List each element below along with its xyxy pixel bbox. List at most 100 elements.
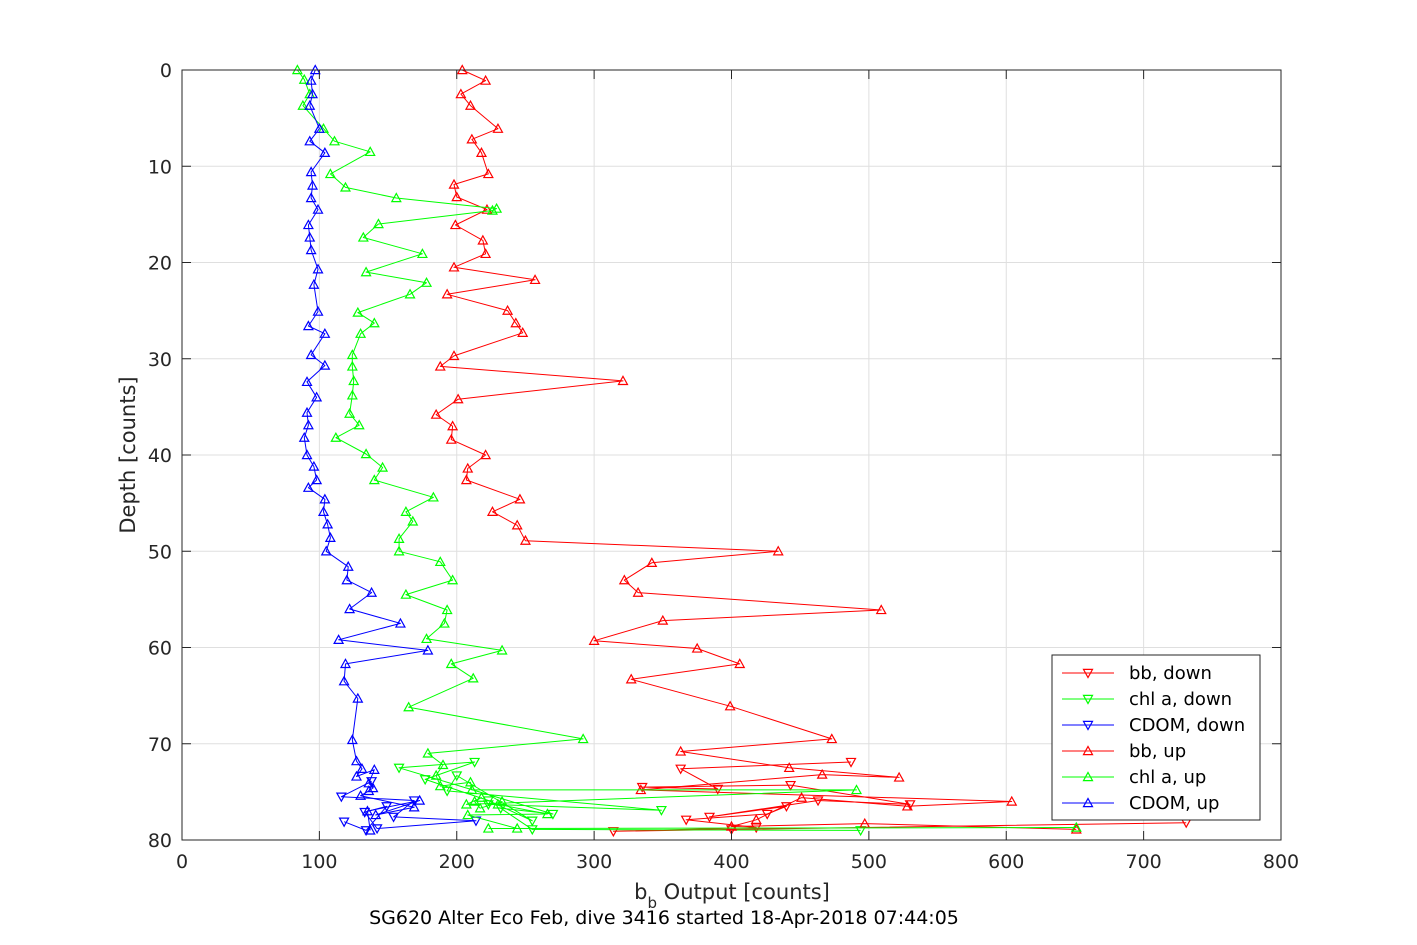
data-point — [462, 809, 474, 820]
data-point — [368, 317, 380, 328]
data-point — [451, 191, 463, 202]
data-point — [393, 533, 405, 543]
data-point — [400, 506, 412, 516]
data-point — [467, 672, 479, 683]
data-point — [308, 460, 320, 471]
data-point — [437, 759, 449, 770]
data-point — [330, 431, 342, 442]
data-point — [427, 491, 439, 502]
data-point — [328, 135, 341, 146]
data-point — [312, 263, 324, 274]
data-point — [350, 770, 362, 781]
data-point — [469, 757, 481, 768]
data-point — [297, 99, 309, 110]
data-point — [313, 122, 325, 133]
data-point — [394, 617, 406, 628]
series-line — [303, 69, 429, 831]
data-point — [480, 248, 492, 259]
data-point — [724, 700, 736, 711]
data-point — [680, 815, 692, 826]
data-point — [441, 604, 453, 615]
data-point — [529, 274, 541, 285]
data-point — [393, 763, 405, 774]
data-point — [319, 327, 331, 338]
data-point — [704, 812, 716, 823]
data-point — [845, 757, 857, 768]
data-point — [324, 168, 336, 179]
data-point — [333, 634, 345, 645]
data-point — [588, 635, 600, 645]
legend-item: chl a, up — [1062, 767, 1206, 788]
data-point — [357, 231, 369, 242]
y-tick-label: 60 — [148, 638, 172, 660]
data-point — [625, 673, 637, 684]
data-point — [338, 817, 350, 828]
data-point — [486, 204, 498, 215]
data-point — [785, 780, 797, 791]
x-tick-label: 500 — [851, 851, 887, 873]
data-point — [355, 327, 367, 338]
data-point — [441, 786, 453, 797]
data-point — [466, 133, 478, 144]
legend-item: CDOM, up — [1062, 793, 1219, 814]
data-point — [344, 407, 356, 418]
data-point — [449, 219, 461, 230]
data-point — [480, 74, 492, 85]
data-point — [441, 288, 453, 299]
data-point — [675, 745, 687, 756]
data-point — [306, 179, 319, 190]
x-axis-label: bb Output [counts] — [634, 880, 830, 912]
data-point — [320, 545, 332, 556]
data-point — [302, 320, 314, 331]
legend-label: CDOM, up — [1129, 793, 1219, 814]
legend-label: chl a, up — [1129, 767, 1206, 788]
data-point — [344, 603, 356, 614]
x-axis-label-b: b — [634, 880, 647, 904]
data-point — [502, 304, 514, 315]
y-tick-label: 20 — [148, 253, 172, 275]
data-point — [360, 448, 372, 459]
y-tick-label: 40 — [148, 445, 172, 467]
data-point — [511, 822, 523, 833]
y-tick-label: 80 — [148, 830, 172, 852]
series-5 — [298, 64, 434, 835]
data-point — [691, 642, 703, 653]
data-point — [850, 784, 863, 795]
data-point — [491, 202, 503, 213]
data-point — [366, 586, 378, 597]
data-point — [400, 588, 412, 599]
data-point — [492, 798, 504, 809]
x-tick-label: 800 — [1263, 851, 1299, 873]
data-point — [780, 802, 792, 813]
data-point — [541, 808, 553, 819]
data-point — [462, 462, 474, 473]
axis-ticks: 0 100 200 300 400 500 600 700 800 0 10 20 30 40 50 60 70… — [148, 60, 1299, 873]
data-point — [361, 805, 373, 816]
data-point — [517, 327, 529, 337]
data-point — [448, 261, 460, 272]
data-point — [305, 74, 317, 85]
data-point — [455, 88, 467, 99]
data-point — [496, 644, 508, 655]
data-point — [304, 231, 316, 242]
data-point — [761, 809, 773, 820]
data-point — [434, 556, 446, 567]
data-point — [474, 802, 486, 813]
data-point — [893, 771, 905, 782]
x-tick-label: 600 — [988, 851, 1024, 873]
x-tick-label: 200 — [439, 851, 475, 873]
data-point — [725, 820, 738, 831]
data-point — [407, 515, 419, 526]
data-point — [339, 658, 351, 669]
data-point — [451, 771, 463, 782]
data-point — [371, 824, 383, 835]
data-point — [312, 305, 324, 316]
x-axis-label-rest: Output [counts] — [657, 880, 830, 904]
data-point — [618, 574, 630, 585]
data-point — [360, 826, 372, 837]
y-tick-label: 50 — [148, 541, 172, 563]
data-point — [632, 586, 644, 597]
data-point — [486, 506, 498, 516]
data-point — [447, 574, 459, 585]
